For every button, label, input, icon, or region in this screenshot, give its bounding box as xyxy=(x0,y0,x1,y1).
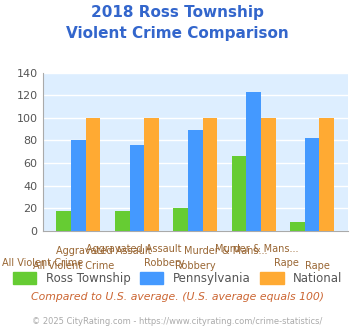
Bar xyxy=(261,118,275,231)
Bar xyxy=(320,118,334,231)
Text: Violent Crime Comparison: Violent Crime Comparison xyxy=(66,26,289,41)
Bar xyxy=(115,211,130,231)
Bar xyxy=(232,156,246,231)
Text: Rape: Rape xyxy=(274,258,299,268)
Bar xyxy=(56,211,71,231)
Bar xyxy=(71,141,86,231)
Bar xyxy=(173,208,188,231)
Legend: Ross Township, Pennsylvania, National: Ross Township, Pennsylvania, National xyxy=(12,272,343,284)
Text: All Violent Crime: All Violent Crime xyxy=(33,261,114,271)
Bar xyxy=(188,130,203,231)
Text: Murder & Mans...: Murder & Mans... xyxy=(214,244,298,254)
Text: Aggravated Assault: Aggravated Assault xyxy=(86,244,182,254)
Text: Aggravated Assault: Aggravated Assault xyxy=(56,246,152,256)
Bar xyxy=(130,145,144,231)
Bar xyxy=(203,118,217,231)
Text: All Violent Crime: All Violent Crime xyxy=(2,258,83,268)
Text: Compared to U.S. average. (U.S. average equals 100): Compared to U.S. average. (U.S. average … xyxy=(31,292,324,302)
Bar xyxy=(305,138,320,231)
Text: Rape: Rape xyxy=(305,261,330,271)
Text: © 2025 CityRating.com - https://www.cityrating.com/crime-statistics/: © 2025 CityRating.com - https://www.city… xyxy=(32,317,323,326)
Bar xyxy=(144,118,159,231)
Bar xyxy=(290,222,305,231)
Text: Robbery: Robbery xyxy=(144,258,185,268)
Text: 2018 Ross Township: 2018 Ross Township xyxy=(91,5,264,20)
Bar xyxy=(246,92,261,231)
Text: Robbery: Robbery xyxy=(175,261,215,271)
Text: Murder & Mans...: Murder & Mans... xyxy=(184,246,268,256)
Bar xyxy=(86,118,100,231)
